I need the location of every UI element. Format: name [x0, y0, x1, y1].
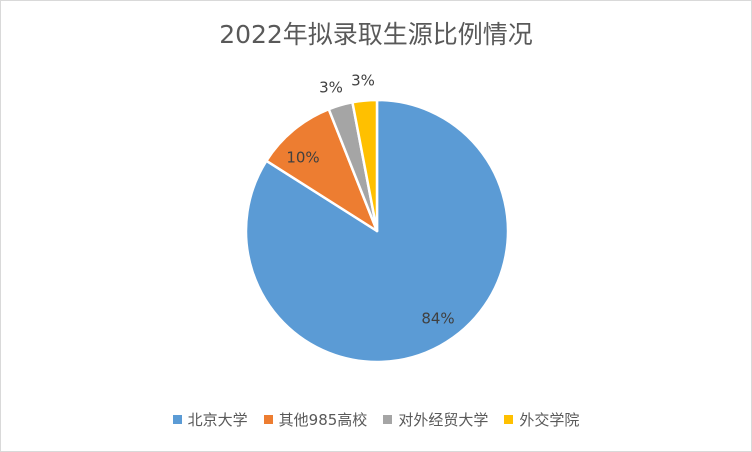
pie-chart: 84% 10% 3% 3%: [244, 72, 510, 364]
chart-title: 2022年拟录取生源比例情况: [219, 20, 533, 49]
legend-swatch: [504, 415, 514, 424]
legend: 北京大学 其他985高校 对外经贸大学 外交学院: [1, 409, 751, 430]
legend-swatch: [172, 415, 182, 424]
legend-item-2: 其他985高校: [263, 409, 368, 430]
data-label-3: 3%: [319, 79, 343, 97]
legend-swatch: [383, 415, 393, 424]
legend-label: 外交学院: [519, 411, 580, 429]
data-label-4: 3%: [351, 72, 375, 90]
data-label-2: 10%: [286, 149, 319, 167]
legend-item-4: 外交学院: [504, 409, 579, 430]
pie-slice-1: [244, 98, 510, 364]
legend-item-1: 北京大学: [172, 409, 248, 430]
legend-label: 北京大学: [187, 411, 248, 429]
pie-slice-4: [351, 98, 379, 233]
data-label-1: 84%: [421, 310, 454, 328]
pie-slice-2: [265, 107, 379, 233]
legend-label: 其他985高校: [278, 411, 368, 429]
legend-swatch: [263, 415, 273, 424]
legend-label: 对外经贸大学: [398, 411, 489, 429]
legend-item-3: 对外经贸大学: [383, 409, 488, 430]
